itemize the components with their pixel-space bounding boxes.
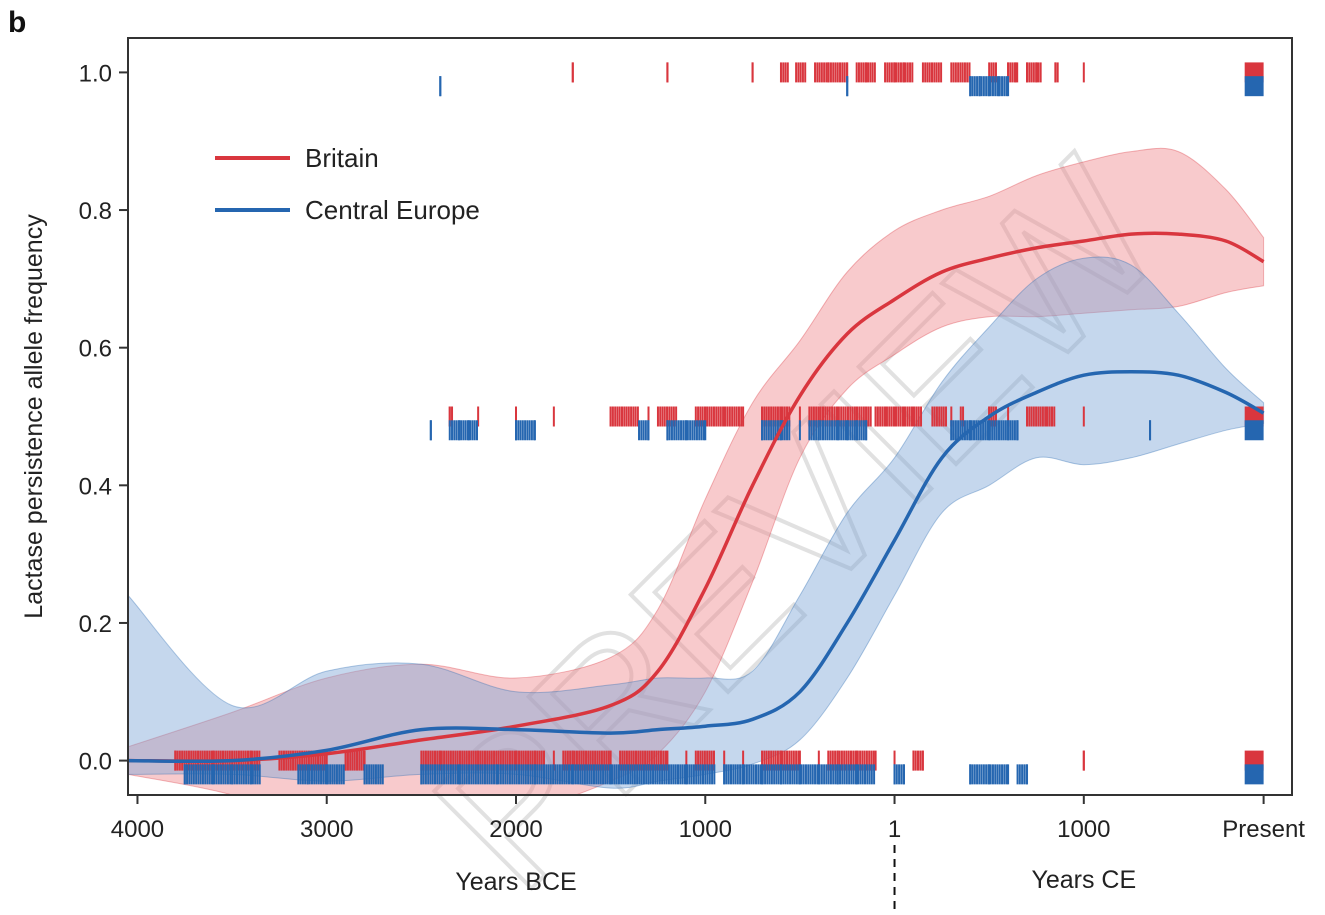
y-axis-label: Lactase persistence allele frequency xyxy=(20,214,48,619)
y-tick-label: 1.0 xyxy=(79,60,112,87)
x-tick-label: 3000 xyxy=(300,816,353,843)
x-tick-label: 1 xyxy=(888,816,901,843)
mean-line-britain xyxy=(128,231,1265,763)
plot-frame xyxy=(127,37,1293,796)
x-axis: 4000 3000 2000 1000 1 1000 Present xyxy=(111,795,1305,843)
x-axis-label-ce: Years CE xyxy=(1031,866,1136,894)
x-tick-label: 4000 xyxy=(111,816,164,843)
x-tick-label: 1000 xyxy=(1057,816,1110,843)
legend-label-central-europe: Central Europe xyxy=(305,195,480,225)
y-tick-label: 0.8 xyxy=(79,198,112,225)
x-axis-label-bce: Years BCE xyxy=(455,868,576,896)
sample-ticks-central-europe-row-1 xyxy=(429,420,1264,441)
legend-label-britain: Britain xyxy=(305,143,379,173)
panel-label: b xyxy=(8,6,27,39)
y-tick-label: 0.2 xyxy=(79,611,112,638)
x-tick-label: Present xyxy=(1222,816,1305,843)
x-tick-label: 1000 xyxy=(679,816,732,843)
y-tick-label: 0.0 xyxy=(79,749,112,776)
plot-area xyxy=(128,62,1265,795)
present-day-sample-block xyxy=(1244,76,1264,97)
y-tick-label: 0.4 xyxy=(79,473,112,500)
sample-ticks-britain-row-0 xyxy=(571,62,1264,83)
mean-line-central-europe xyxy=(128,370,1265,764)
present-day-sample-block xyxy=(1244,764,1264,785)
y-tick-label: 0.6 xyxy=(79,336,112,363)
legend: Britain Central Europe xyxy=(215,143,480,225)
x-tick-label: 2000 xyxy=(489,816,542,843)
y-axis: 0.0 0.2 0.4 0.6 0.8 1.0 xyxy=(79,60,128,776)
sample-ticks-central-europe-row-2 xyxy=(183,764,1264,785)
sample-ticks-central-europe-row-0 xyxy=(439,76,1264,97)
present-day-sample-block xyxy=(1244,420,1264,441)
